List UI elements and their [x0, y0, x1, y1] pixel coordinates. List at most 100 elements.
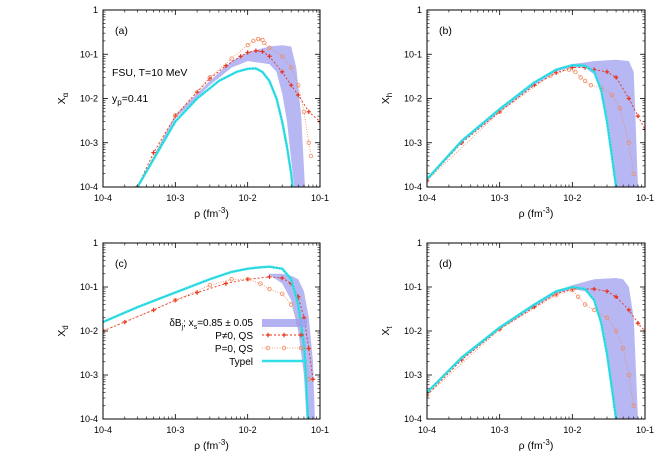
data-point-pqs	[626, 307, 632, 313]
y-axis-label: Xt	[380, 326, 394, 336]
legend-marker-pqs	[298, 332, 304, 338]
data-point-pqs	[194, 89, 200, 95]
x-axis-label: ρ (fm-3)	[194, 438, 229, 452]
data-point-p0	[289, 302, 294, 307]
data-point-pqs	[626, 96, 632, 101]
data-point-p0	[296, 82, 301, 88]
x-axis-label-sup: -3	[543, 206, 551, 215]
data-point-p0	[207, 75, 213, 80]
series-line-2	[103, 265, 310, 419]
y-axis-label-sub: d	[61, 325, 70, 329]
x-axis-label-sup: -3	[218, 438, 226, 447]
data-point-p0	[582, 302, 588, 307]
yp-annotation: yp=0.41	[112, 93, 148, 107]
y-tick-label: 10-1	[404, 282, 422, 292]
data-point-p0	[588, 82, 594, 88]
data-point-p0	[279, 291, 285, 297]
data-point-p0	[308, 153, 314, 159]
plot-area	[103, 265, 316, 419]
data-point-pqs	[279, 69, 285, 75]
panel-c: 10-4 10-3 10-2 10-1 10-4 10-3 10-2 10-1 1 ρ (fm-3…	[56, 238, 329, 452]
plot-area	[427, 278, 645, 419]
data-point-pqs	[306, 346, 311, 351]
x-tick-label: 10-4	[418, 425, 436, 435]
data-point-p0	[578, 75, 583, 80]
data-point-pqs	[194, 290, 200, 295]
legend-marker-pqs	[281, 332, 287, 338]
data-point-pqs	[260, 49, 265, 54]
data-point-pqs	[554, 70, 559, 76]
series-line-2	[427, 63, 618, 187]
y-axis-label-main: X	[56, 330, 68, 337]
x-axis-label-tail: )	[550, 208, 554, 220]
panel-d: 10-4 10-3 10-2 10-1 10-4 10-3 10-2 10-1 1 ρ (fm-3…	[380, 238, 654, 452]
series-line-0	[103, 276, 314, 380]
x-axis-label-tail: )	[550, 440, 554, 452]
series-line-1	[103, 278, 310, 380]
data-point-pqs	[245, 50, 250, 55]
series-line-typel-dots	[137, 68, 293, 187]
data-point-pqs	[238, 54, 243, 59]
data-point-p0	[256, 36, 261, 42]
data-point-p0	[245, 277, 250, 282]
y-tick-label: 10-2	[404, 326, 422, 336]
x-tick-label: 10-3	[166, 193, 184, 203]
panel-a-annotations: FSU, T=10 MeV yp=0.41	[112, 67, 187, 107]
data-point-pqs	[635, 321, 641, 326]
x-tick-label: 10-1	[636, 425, 654, 435]
data-point-p0	[626, 140, 632, 145]
series-line-1	[427, 289, 635, 406]
y-tick-label: 1	[93, 238, 98, 248]
y-axis-label: Xh	[380, 93, 394, 104]
data-point-p0	[566, 67, 572, 72]
series-line-2	[427, 285, 618, 419]
data-point-p0	[245, 43, 250, 48]
data-point-p0	[613, 328, 619, 334]
y-tick-label: 1	[417, 5, 422, 15]
x-axis-label-main: ρ (fm	[519, 440, 543, 452]
y-axis-label-sub: α	[61, 92, 70, 97]
legend: δBj; xs=0.85 ± 0.05P≠0, QS P=0, QS Typel	[169, 318, 307, 368]
data-point-pqs	[613, 294, 619, 299]
y-tick-label: 1	[93, 5, 98, 15]
x-axis-label: ρ (fm-3)	[194, 206, 229, 220]
x-tick-label: 10-3	[491, 193, 509, 203]
legend-label-typel: Typel	[229, 357, 253, 368]
panel-label: (b)	[439, 25, 452, 37]
x-axis-label-sup: -3	[543, 438, 551, 447]
y-tick-label: 10-4	[80, 182, 98, 192]
data-point-p0	[229, 56, 234, 61]
data-point-p0	[262, 40, 267, 46]
data-point-p0	[267, 286, 272, 292]
data-point-p0	[173, 112, 178, 118]
plot-area	[135, 36, 320, 187]
yp-main: y	[112, 93, 118, 105]
data-point-pqs	[223, 63, 229, 68]
data-point-p0	[582, 78, 588, 84]
legend-marker-p0	[281, 345, 287, 351]
data-point-p0	[609, 92, 615, 98]
y-tick-label: 10-2	[80, 326, 98, 336]
series-line-2	[136, 67, 294, 187]
panel-a: 10-4 10-3 10-2 10-1 10-4 10-3 10-2 10-1 1 ρ (fm-3…	[56, 5, 329, 220]
x-axis-label-main: ρ (fm	[194, 208, 218, 220]
x-axis-label: ρ (fm-3)	[519, 206, 554, 220]
legend-label-band: δBj; xs=0.85 ± 0.05	[169, 318, 253, 331]
series-line-0	[137, 50, 320, 187]
y-tick-label: 10-3	[404, 138, 422, 148]
data-point-pqs	[289, 82, 294, 88]
data-point-pqs	[122, 319, 127, 325]
y-axis-label: Xd	[56, 325, 70, 336]
data-point-pqs	[267, 54, 272, 59]
data-point-pqs	[267, 274, 272, 280]
data-point-p0	[258, 281, 263, 286]
data-point-pqs	[223, 281, 229, 286]
data-point-p0	[229, 277, 234, 282]
y-tick-label: 10-3	[404, 370, 422, 380]
data-point-p0	[207, 282, 213, 288]
x-tick-label: 10-3	[166, 425, 184, 435]
plot-frame	[102, 242, 321, 420]
series-line-1	[427, 69, 635, 181]
y-axis-label: Xα	[56, 92, 70, 104]
series-line-typel-dots	[103, 266, 309, 419]
